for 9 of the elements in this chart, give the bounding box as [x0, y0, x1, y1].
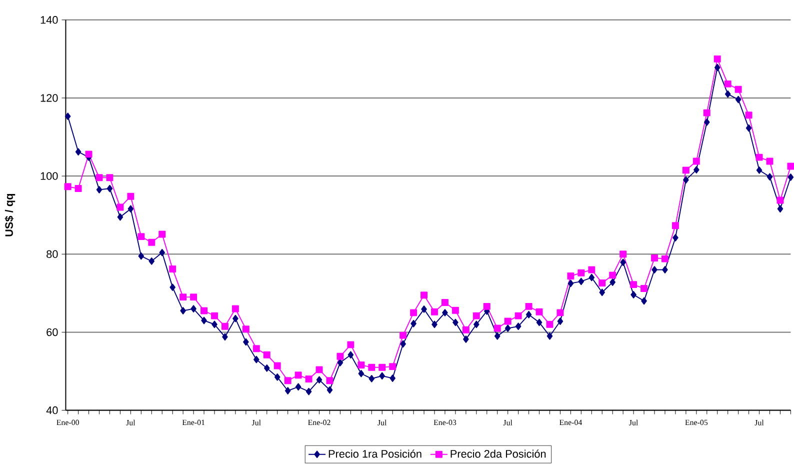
y-tick-label: 40	[46, 406, 58, 414]
y-tick-label: 120	[40, 94, 58, 102]
y-tick-label: 60	[46, 328, 58, 336]
legend-label: Precio 2da Posición	[450, 450, 546, 458]
y-tick-label: 100	[40, 172, 58, 180]
legend-label: Precio 1ra Posición	[328, 450, 422, 458]
y-tick-label: 140	[40, 16, 58, 24]
y-tick-label: 80	[46, 250, 58, 258]
y-axis-title: US$ / qq	[4, 194, 16, 236]
